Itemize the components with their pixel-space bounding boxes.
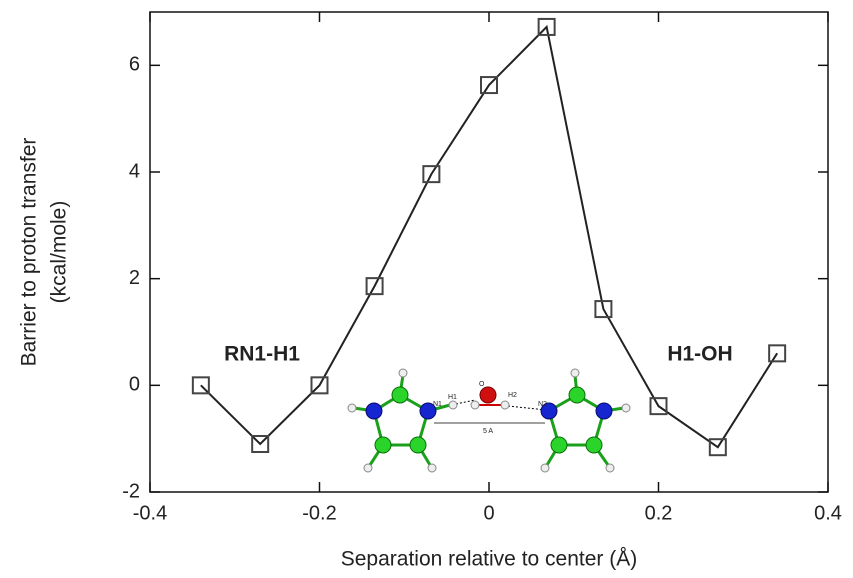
x-tick-label: -0.2 [302,502,336,524]
carbon-atoms [374,386,603,454]
data-marker [649,397,668,416]
nitrogen-atoms [365,402,613,420]
data-marker [594,300,613,319]
data-marker [422,165,441,184]
annotation: RN1-H1 [224,343,300,366]
x-tick-label: -0.4 [133,502,167,524]
x-tick-label: 0.4 [814,502,842,524]
data-marker [310,376,329,395]
inset-label: N2 [538,401,547,408]
data-marker [480,76,498,95]
inset-label: N1 [433,401,442,408]
data-marker [365,277,384,296]
molecule-inset: N1 H1 O H2 N2 5 A [347,368,631,473]
x-tick-label: 0.2 [645,502,673,524]
inset-label: 5 A [483,428,493,435]
y-tick-label: 0 [129,374,140,396]
y-tick-label: -2 [122,480,140,502]
inset-label: H2 [508,392,517,399]
data-marker [768,344,787,363]
x-axis-label: Separation relative to center (Å) [341,548,637,571]
inset-label: O [479,381,485,388]
y-tick-label: 6 [129,54,140,76]
y-tick-label: 2 [129,267,140,289]
inset-label: H1 [448,394,457,401]
hydrogen-atoms [347,368,631,473]
data-marker [708,438,727,457]
data-line [200,24,778,449]
data-marker [191,376,210,395]
data-marker [537,17,556,36]
y-tick-label: 4 [129,160,140,182]
x-tick-label: 0 [483,502,494,524]
y-axis-label: Barrier to proton transfer [18,138,41,367]
annotation: H1-OH [667,343,732,366]
h-bond [455,399,476,405]
data-marker [251,435,270,453]
y-axis-label: (kcal/mole) [48,201,71,304]
oxygen-atom [479,386,497,404]
